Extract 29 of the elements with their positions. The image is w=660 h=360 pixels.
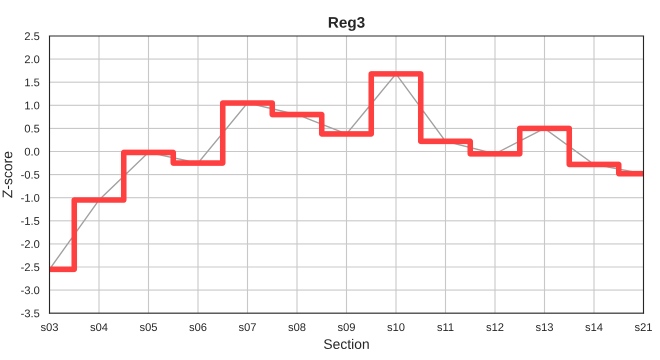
x-tick-label: s06 — [189, 323, 206, 332]
x-tick-label: s10 — [387, 323, 405, 332]
y-tick-label: 2.0 — [24, 55, 40, 64]
x-axis-title: Section — [324, 338, 369, 350]
x-tick-label: s21 — [634, 323, 652, 332]
y-tick-label: 1.0 — [25, 102, 40, 110]
y-tick-label: -1.5 — [21, 217, 40, 225]
x-tick-label: s09 — [338, 323, 355, 332]
x-tick-label: s12 — [486, 323, 504, 332]
y-axis-title: Z-score — [2, 152, 12, 198]
x-tick-label: s04 — [90, 323, 108, 332]
x-tick-label: s14 — [585, 323, 603, 332]
y-tick-label: 1.5 — [25, 78, 40, 86]
y-tick-label: 2.5 — [24, 32, 40, 40]
y-tick-label: -3.0 — [21, 286, 40, 294]
y-tick-label: -2.0 — [21, 240, 40, 248]
chart-title: Reg3 — [328, 17, 365, 31]
x-tick-label: s13 — [536, 323, 553, 332]
y-tick-label: -0.5 — [21, 170, 40, 179]
x-tick-label: s05 — [140, 323, 157, 332]
x-tick-label: s07 — [238, 323, 256, 332]
y-tick-label: -1.0 — [21, 194, 40, 202]
y-tick-label: 0.5 — [24, 124, 40, 133]
x-tick-label: s08 — [288, 323, 306, 332]
y-tick-label: -2.5 — [21, 263, 40, 272]
x-tick-label: s03 — [40, 323, 58, 332]
x-tick-label: s11 — [437, 323, 454, 332]
y-tick-label: 0.0 — [24, 148, 40, 156]
y-tick-label: -3.5 — [21, 309, 40, 318]
